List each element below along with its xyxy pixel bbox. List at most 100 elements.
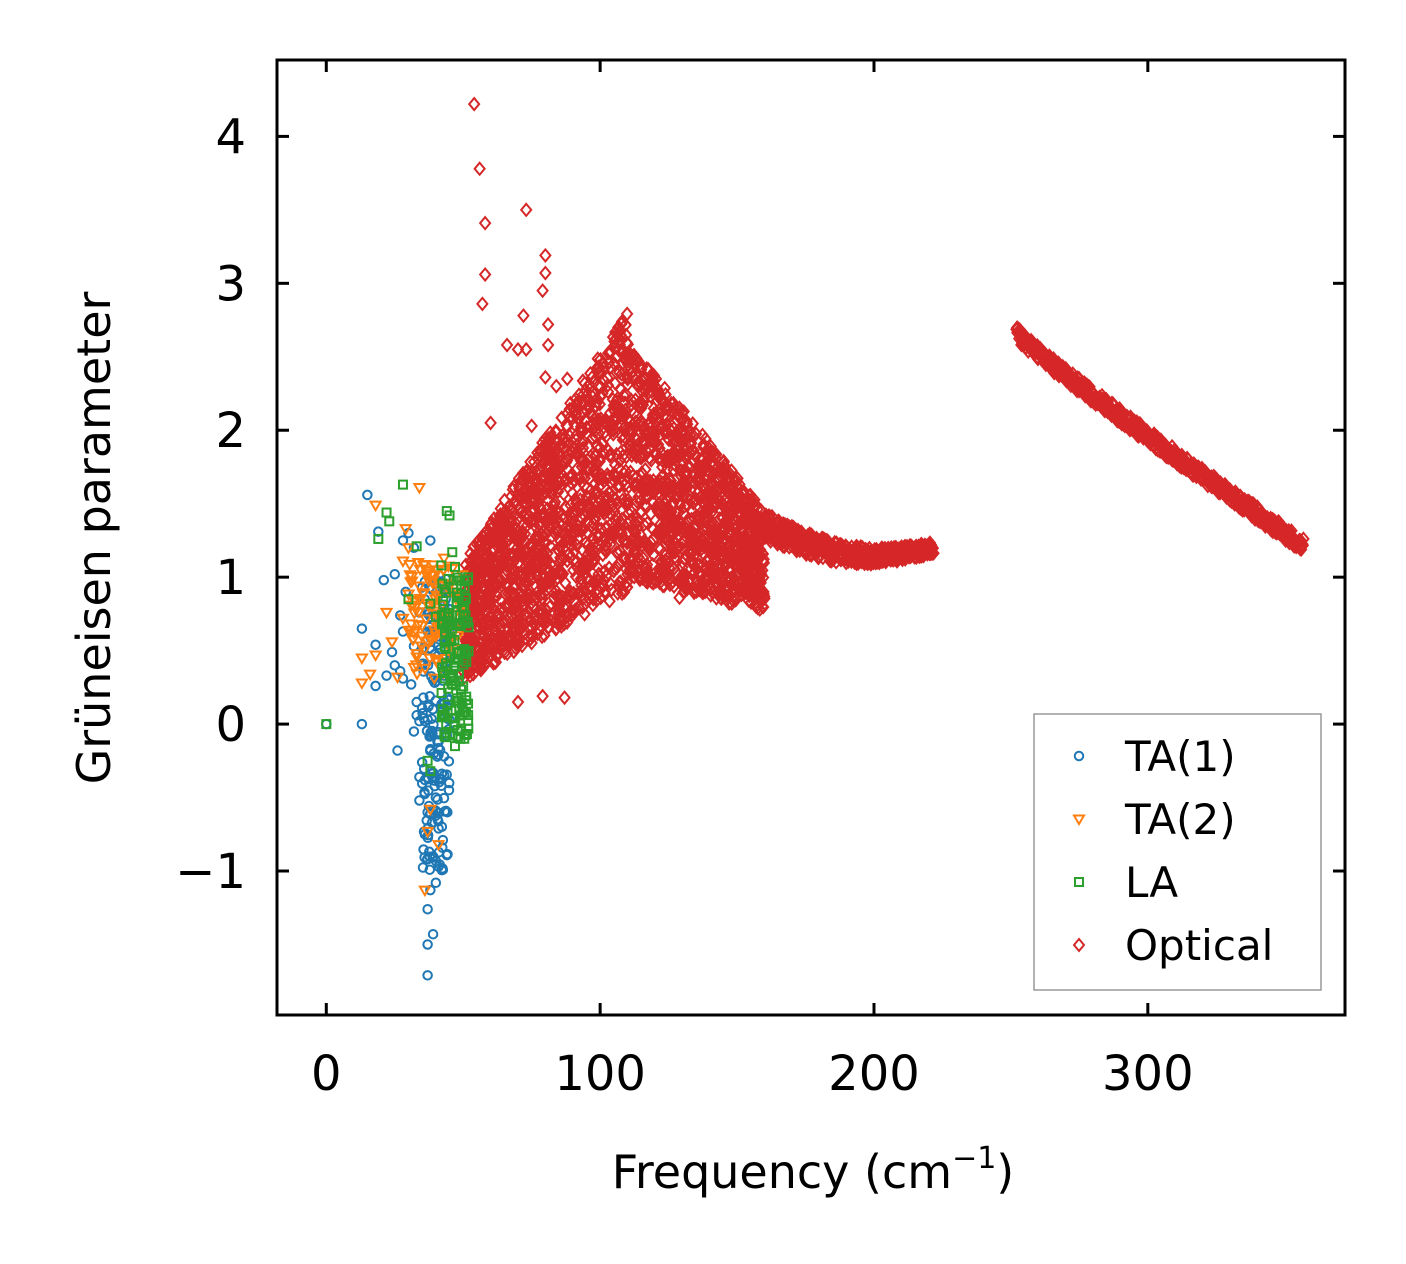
- optical-point: [743, 538, 757, 554]
- optical-point: [472, 560, 486, 576]
- optical-point: [565, 585, 578, 601]
- optical-point: [551, 483, 565, 500]
- ta-1-point: [422, 903, 433, 915]
- optical-point: [706, 541, 720, 557]
- optical-point: [699, 504, 713, 520]
- optical-point: [724, 570, 738, 586]
- optical-point: [732, 575, 746, 591]
- optical-point: [1105, 395, 1119, 411]
- optical-point: [520, 573, 534, 589]
- optical-point: [468, 596, 481, 612]
- ta-2-point: [355, 653, 369, 665]
- optical-point: [609, 469, 623, 486]
- optical-point: [564, 497, 577, 513]
- ta-1-point: [438, 751, 450, 762]
- ta-2-point: [416, 589, 431, 601]
- optical-point: [1250, 499, 1264, 515]
- optical-point: [622, 524, 636, 540]
- ta-2-point: [416, 560, 431, 573]
- la-point: [425, 598, 436, 609]
- optical-point: [604, 576, 617, 592]
- optical-point: [519, 202, 533, 218]
- optical-point: [901, 543, 915, 559]
- optical-point: [750, 598, 763, 614]
- la-point: [436, 560, 447, 571]
- optical-point: [498, 586, 512, 602]
- optical-point: [527, 517, 541, 533]
- optical-point: [1059, 360, 1073, 377]
- ta-2-point: [407, 628, 421, 640]
- ta-1-point: [362, 489, 373, 501]
- optical-point: [903, 537, 917, 553]
- ta-1-point: [416, 757, 428, 768]
- optical-point: [587, 375, 601, 391]
- optical-point: [598, 529, 611, 545]
- optical-point: [582, 591, 596, 607]
- optical-point: [520, 592, 534, 608]
- optical-point: [531, 543, 545, 559]
- optical-point: [608, 375, 622, 391]
- optical-point: [555, 612, 568, 628]
- optical-point: [720, 511, 734, 528]
- optical-point: [659, 422, 673, 438]
- optical-point: [534, 501, 547, 517]
- optical-point: [613, 532, 627, 548]
- optical-point: [515, 638, 529, 654]
- ta-2-point: [423, 634, 438, 646]
- optical-point: [534, 587, 548, 603]
- ta-1-point: [421, 725, 433, 737]
- optical-point: [546, 510, 560, 526]
- la-point: [460, 707, 471, 718]
- optical-point: [550, 378, 563, 394]
- optical-point: [737, 545, 750, 561]
- optical-point: [621, 566, 634, 582]
- optical-point: [495, 509, 509, 525]
- optical-point: [817, 531, 831, 547]
- optical-point: [639, 436, 653, 452]
- optical-point: [515, 594, 529, 610]
- ta-1-point: [424, 864, 435, 875]
- optical-point: [1233, 496, 1247, 513]
- optical-point: [803, 526, 816, 542]
- optical-point: [685, 474, 698, 490]
- optical-point: [474, 659, 488, 675]
- optical-point: [747, 555, 761, 572]
- ta-1-point: [428, 719, 439, 730]
- la-point: [321, 719, 332, 730]
- ta-1-point: [414, 795, 425, 806]
- optical-point: [478, 215, 492, 231]
- optical-point: [1027, 345, 1040, 361]
- optical-point: [494, 552, 507, 569]
- optical-point: [704, 579, 718, 595]
- la-point: [439, 584, 450, 595]
- optical-point: [688, 445, 701, 461]
- optical-point: [1139, 423, 1152, 439]
- optical-point: [637, 559, 651, 575]
- optical-point: [575, 572, 588, 588]
- optical-point: [511, 341, 525, 358]
- la-point: [450, 741, 460, 752]
- optical-point: [762, 508, 776, 524]
- optical-point: [1262, 516, 1276, 532]
- optical-point: [499, 524, 513, 540]
- optical-point: [721, 506, 734, 522]
- optical-point: [659, 495, 672, 512]
- optical-point: [728, 591, 741, 607]
- optical-point: [606, 391, 620, 408]
- optical-point: [1060, 373, 1073, 389]
- optical-point: [587, 591, 600, 607]
- ta-1-point: [321, 718, 332, 730]
- ta-2-point: [401, 543, 416, 555]
- optical-point: [624, 464, 637, 480]
- optical-point: [675, 568, 688, 584]
- optical-point: [506, 526, 520, 542]
- optical-point: [531, 445, 544, 461]
- ta-1-point: [425, 535, 436, 546]
- optical-point: [646, 409, 660, 425]
- optical-point: [628, 514, 642, 531]
- optical-point: [640, 570, 653, 586]
- y-tick-label: 4: [215, 109, 246, 165]
- optical-point: [651, 381, 664, 397]
- optical-point: [625, 553, 639, 570]
- optical-point: [728, 498, 741, 514]
